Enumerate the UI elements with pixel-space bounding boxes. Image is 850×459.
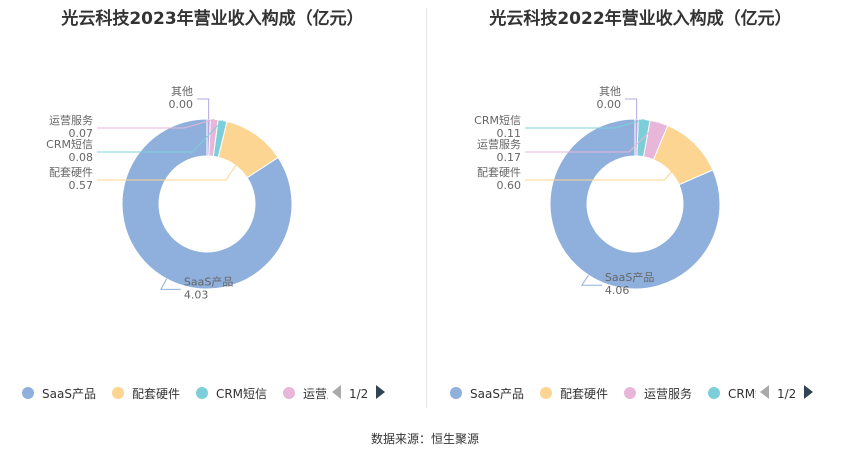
legend-item-label: CRM短信 <box>727 387 756 401</box>
slice-label-name: SaaS产品 <box>184 274 233 288</box>
label-leader-line <box>525 143 695 181</box>
donut-slice[interactable] <box>549 118 721 290</box>
legend-color-dot <box>195 387 208 399</box>
slice-label-value: 0.00 <box>597 98 622 111</box>
slice-label-value: 4.03 <box>184 288 209 301</box>
legend-item-label: SaaS产品 <box>42 387 96 401</box>
chart-title: 光云科技2023年营业收入构成（亿元） <box>61 9 364 29</box>
legend-color-dot <box>707 387 720 399</box>
slice-label-value: 0.60 <box>497 179 522 192</box>
slice-label-value: 4.06 <box>605 284 630 297</box>
slice-label-name: CRM短信 <box>46 137 93 151</box>
legend-item-label: CRM短信 <box>215 387 268 401</box>
legend-pager: 1/2 <box>760 384 814 404</box>
slice-label-name: 配套硬件 <box>49 166 93 179</box>
slice-label-name: SaaS产品 <box>605 270 654 284</box>
legend-item-label: 配套硬件 <box>559 387 608 401</box>
legend-item-label: 配套硬件 <box>131 387 180 401</box>
legend-color-dot <box>539 387 552 399</box>
label-leader-line <box>97 118 215 129</box>
legend-pager: 1/2 <box>332 384 386 404</box>
label-leader-line <box>197 98 210 120</box>
slice-label-name: 运营服务 <box>477 137 521 151</box>
legend-item[interactable]: 配套硬件 <box>539 384 608 404</box>
legend-items: SaaS产品 配套硬件 CRM短信 运营服务 <box>22 384 328 404</box>
slice-label-name: 其他 <box>599 85 621 98</box>
slice-label-value: 0.17 <box>497 151 522 164</box>
legend-color-dot <box>623 387 636 399</box>
legend-item[interactable]: CRM短信 <box>707 384 756 404</box>
legend-page-indicator: 1/2 <box>349 387 369 401</box>
donut-slice[interactable] <box>642 119 669 161</box>
donut-slice[interactable] <box>121 118 293 290</box>
legend-item[interactable]: 配套硬件 <box>111 384 180 404</box>
donut-slice[interactable] <box>652 124 714 186</box>
donut-slice[interactable] <box>634 118 639 157</box>
label-leader-line <box>160 278 181 290</box>
chart-panel-2023: 光云科技2023年营业收入构成（亿元） SaaS产品 4.03 配套硬件 0.57 CR… <box>0 0 425 410</box>
slice-label-name: CRM短信 <box>474 113 521 127</box>
slice-label-value: 0.00 <box>169 98 194 111</box>
legend-item[interactable]: 运营服务 <box>623 384 692 404</box>
legend-item-label: 运营服务 <box>643 387 692 401</box>
legend-item-label: SaaS产品 <box>470 387 524 401</box>
donut-slice[interactable] <box>206 118 211 157</box>
legend-color-dot <box>22 387 34 399</box>
legend-next-icon[interactable] <box>804 385 814 399</box>
slice-label-value: 0.11 <box>497 127 522 140</box>
legend-color-dot <box>111 387 124 399</box>
legend-prev-icon[interactable] <box>760 385 769 399</box>
data-source: 数据来源：恒生聚源 <box>370 432 479 446</box>
legend-color-dot <box>283 387 296 399</box>
label-leader-line <box>97 120 223 153</box>
legend-item[interactable]: SaaS产品 <box>22 384 96 404</box>
legend: SaaS产品 配套硬件 CRM短信 运营服务 1/2 <box>0 384 425 404</box>
label-leader-line <box>97 134 257 181</box>
legend-item[interactable]: SaaS产品 <box>450 384 524 404</box>
donut-slice[interactable] <box>217 120 279 179</box>
slice-label-name: 配套硬件 <box>477 166 521 179</box>
label-leader-line <box>525 122 660 153</box>
legend-page-indicator: 1/2 <box>777 387 797 401</box>
slice-label-name: 运营服务 <box>49 113 93 127</box>
legend-item[interactable]: 运营服务 <box>283 384 328 404</box>
label-leader-line <box>581 274 602 286</box>
legend: SaaS产品 配套硬件 运营服务 CRM短信 1/2 <box>428 384 850 404</box>
legend-color-dot <box>450 387 462 399</box>
legend-prev-icon[interactable] <box>332 385 341 399</box>
panel-divider <box>426 8 427 408</box>
slice-label-name: 其他 <box>171 85 193 98</box>
slice-label-value: 0.08 <box>69 151 94 164</box>
chart-title: 光云科技2022年营业收入构成（亿元） <box>489 9 792 29</box>
legend-next-icon[interactable] <box>376 385 386 399</box>
legend-item-label: 运营服务 <box>303 387 328 401</box>
donut-slices <box>549 118 721 290</box>
label-leader-line <box>525 119 645 129</box>
label-leader-line <box>625 98 638 120</box>
chart-panel-2022: 光云科技2022年营业收入构成（亿元） SaaS产品 4.06 配套硬件 0.60 运营… <box>428 0 850 410</box>
legend-items: SaaS产品 配套硬件 运营服务 CRM短信 <box>450 384 756 404</box>
legend-item[interactable]: CRM短信 <box>195 384 268 404</box>
slice-label-value: 0.07 <box>69 127 94 140</box>
donut-slices <box>121 118 293 290</box>
slice-label-value: 0.57 <box>69 179 94 192</box>
